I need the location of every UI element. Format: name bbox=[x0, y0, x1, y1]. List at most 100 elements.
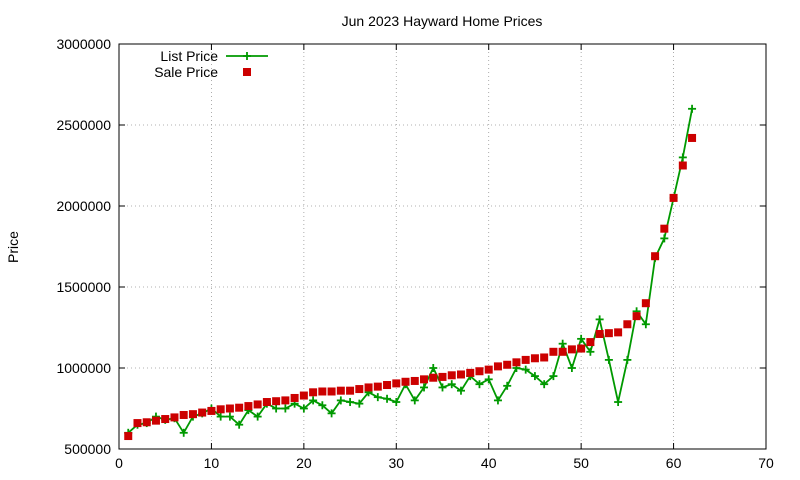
sale-price-point bbox=[503, 360, 512, 369]
list-price-point bbox=[688, 104, 697, 113]
plot-area-border bbox=[118, 43, 767, 450]
sale-price-point bbox=[327, 387, 336, 396]
sale-price-point bbox=[410, 376, 419, 385]
sale-price-point bbox=[290, 393, 299, 402]
sale-price-point bbox=[198, 408, 207, 417]
list-price-point bbox=[392, 398, 401, 407]
sale-price-point bbox=[558, 347, 567, 356]
list-price-point bbox=[346, 398, 355, 407]
x-tick-label: 10 bbox=[204, 455, 220, 471]
sale-price-point bbox=[512, 358, 521, 367]
sale-price-point bbox=[678, 161, 687, 170]
sale-price-point bbox=[595, 329, 604, 338]
list-price-point bbox=[327, 409, 336, 418]
list-price-point bbox=[623, 355, 632, 364]
list-price-point bbox=[614, 398, 623, 407]
list-price-point bbox=[549, 372, 558, 381]
sale-price-point bbox=[281, 396, 290, 405]
sale-price-point bbox=[475, 367, 484, 376]
list-price-point bbox=[604, 355, 613, 364]
list-price-point bbox=[336, 396, 345, 405]
list-price-point bbox=[216, 412, 225, 421]
sale-price-point bbox=[466, 368, 475, 377]
legend-label: List Price bbox=[160, 48, 218, 64]
sale-price-point bbox=[429, 373, 438, 382]
list-price-point bbox=[558, 339, 567, 348]
list-price-point bbox=[179, 428, 188, 437]
list-price-point bbox=[641, 320, 650, 329]
list-price-point bbox=[420, 383, 429, 392]
list-price-point bbox=[272, 404, 281, 413]
y-axis-label: Price bbox=[5, 231, 21, 263]
sale-price-point bbox=[355, 385, 364, 394]
x-tick-label: 40 bbox=[481, 455, 497, 471]
list-price-point bbox=[429, 364, 438, 372]
list-price-point bbox=[540, 380, 549, 389]
sale-price-point bbox=[364, 383, 373, 392]
legend-label: Sale Price bbox=[154, 64, 218, 80]
y-tick-label: 2500000 bbox=[56, 117, 111, 133]
sale-price-point bbox=[521, 355, 530, 364]
sale-price-point bbox=[262, 398, 271, 407]
list-price-point bbox=[253, 412, 262, 421]
list-price-point bbox=[299, 404, 308, 413]
sale-price-point bbox=[438, 372, 447, 381]
list-price-point bbox=[586, 347, 595, 356]
sale-price-point bbox=[309, 388, 318, 397]
sale-price-point bbox=[216, 405, 225, 414]
list-price-point bbox=[660, 234, 669, 243]
sale-price-point bbox=[346, 386, 355, 395]
sale-price-point bbox=[604, 329, 613, 338]
sale-price-point bbox=[161, 415, 170, 424]
sale-price-point bbox=[383, 381, 392, 390]
sale-price-point bbox=[641, 299, 650, 308]
legend-square-sample bbox=[243, 68, 251, 76]
sale-price-point bbox=[549, 347, 558, 356]
x-tick-label: 20 bbox=[296, 455, 312, 471]
list-price-point bbox=[595, 315, 604, 324]
sale-price-point bbox=[614, 328, 623, 337]
sale-price-point bbox=[484, 365, 493, 374]
list-price-point bbox=[577, 334, 586, 343]
x-tick-label: 60 bbox=[666, 455, 682, 471]
sale-price-point bbox=[133, 419, 142, 428]
sale-price-point bbox=[318, 387, 327, 396]
list-price-line bbox=[127, 108, 693, 435]
y-tick-label: 1000000 bbox=[56, 360, 111, 376]
x-tick-label: 70 bbox=[758, 455, 774, 471]
sale-price-point bbox=[299, 391, 308, 400]
sale-price-point bbox=[244, 402, 253, 411]
sale-price-point bbox=[142, 418, 151, 427]
list-price-point bbox=[493, 396, 502, 405]
chart-title: Jun 2023 Hayward Home Prices bbox=[342, 13, 543, 29]
list-price-point bbox=[410, 396, 419, 405]
sale-price-point bbox=[493, 362, 502, 371]
list-price-point bbox=[484, 375, 493, 384]
sale-price-point bbox=[235, 403, 244, 412]
y-tick-label: 500000 bbox=[64, 441, 111, 457]
list-price-point bbox=[521, 365, 530, 374]
y-tick-label: 3000000 bbox=[56, 36, 111, 52]
sale-price-point bbox=[207, 406, 216, 415]
list-price-point bbox=[447, 380, 456, 389]
sale-price-point bbox=[623, 320, 632, 329]
x-tick-label: 0 bbox=[115, 455, 123, 471]
sale-price-point bbox=[586, 338, 595, 347]
list-price-point bbox=[281, 404, 290, 413]
sale-price-point bbox=[577, 344, 586, 353]
sale-price-point bbox=[632, 312, 641, 321]
sale-price-point bbox=[651, 252, 660, 261]
axis-ticks: 0 10 20 30 40 50 60 70 500000 1000000 1500000 20000… bbox=[56, 36, 774, 471]
list-price-point bbox=[567, 364, 576, 372]
list-price-point bbox=[373, 393, 382, 402]
y-tick-label: 1500000 bbox=[56, 279, 111, 295]
sale-price-point bbox=[456, 370, 465, 379]
list-price-point bbox=[503, 381, 512, 390]
list-price-point bbox=[475, 380, 484, 389]
list-price-point bbox=[438, 383, 447, 392]
sale-price-point bbox=[401, 377, 410, 386]
x-tick-label: 50 bbox=[573, 455, 589, 471]
sale-price-point bbox=[669, 193, 678, 202]
